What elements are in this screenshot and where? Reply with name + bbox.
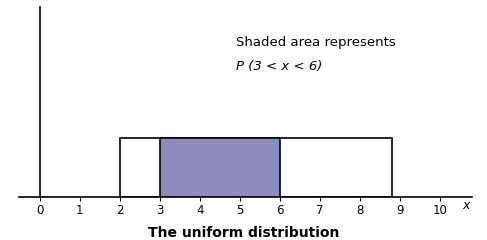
Text: The uniform distribution: The uniform distribution <box>148 226 339 240</box>
Text: P (3 < x < 6): P (3 < x < 6) <box>236 60 322 73</box>
Bar <box>160 138 280 197</box>
Text: Shaded area represents: Shaded area represents <box>236 36 395 49</box>
Bar <box>120 138 392 197</box>
Text: x: x <box>463 198 470 212</box>
